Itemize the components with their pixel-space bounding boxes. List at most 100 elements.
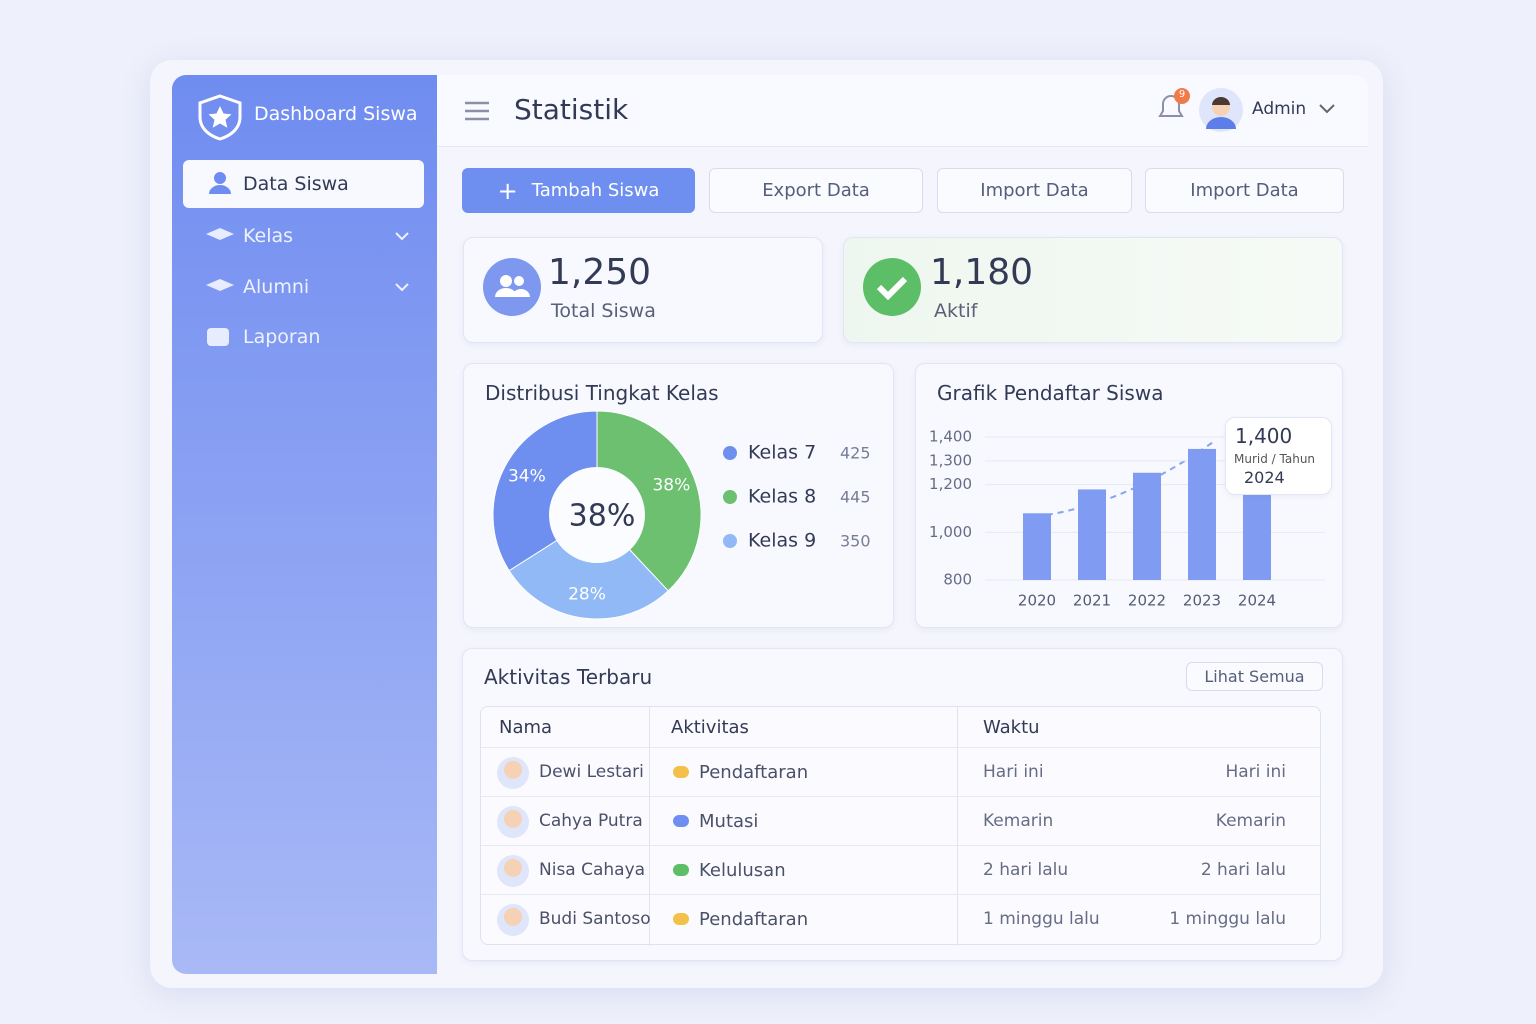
- avatar: [497, 904, 529, 936]
- legend-dot: [723, 534, 737, 548]
- y-tick-label: 1,000: [929, 523, 972, 541]
- y-tick-label: 1,400: [929, 428, 972, 446]
- bar: [1078, 489, 1106, 580]
- name: Dewi Lestari: [539, 762, 644, 782]
- trend-line: [1024, 439, 1217, 519]
- button-label: Tambah Siswa: [531, 180, 660, 201]
- activity-icon: [673, 913, 689, 925]
- avatar: [497, 806, 529, 838]
- stat-icon: [483, 258, 541, 316]
- add-button[interactable]: + Tambah Siswa: [462, 168, 695, 213]
- logo: [198, 94, 242, 141]
- x-tick-label: 2024: [1238, 592, 1276, 610]
- activity: Mutasi: [699, 810, 759, 832]
- stat-value: 1,180: [930, 252, 1034, 293]
- name: Cahya Putra: [539, 811, 643, 831]
- x-tick-label: 2022: [1128, 592, 1166, 610]
- column-header: Aktivitas: [671, 716, 749, 738]
- y-tick-label: 1,300: [929, 451, 972, 469]
- stat-icon: [863, 258, 921, 316]
- menu-icon[interactable]: [464, 100, 490, 122]
- slice-label: 28%: [568, 584, 606, 604]
- stat-label: Total Siswa: [551, 300, 656, 322]
- nav-item[interactable]: Alumni: [243, 276, 310, 298]
- name: Budi Santoso: [539, 909, 651, 929]
- see-all-button[interactable]: Lihat Semua: [1186, 662, 1323, 691]
- row-divider: [481, 796, 1320, 797]
- pie-center-label: 38%: [569, 499, 636, 534]
- y-tick-label: 800: [943, 571, 972, 589]
- activity: Pendaftaran: [699, 761, 809, 783]
- chart-title: Grafik Pendaftar Siswa: [937, 381, 1164, 405]
- row-divider: [481, 747, 1320, 748]
- nav-item[interactable]: Data Siswa: [183, 160, 424, 208]
- avatar[interactable]: [1198, 87, 1244, 133]
- time: 2 hari lalu: [1200, 860, 1286, 880]
- pie-slice: [508, 514, 669, 620]
- stat-card: [843, 237, 1343, 343]
- bar: [1133, 472, 1161, 580]
- tooltip-label: Murid / Tahun: [1234, 452, 1316, 466]
- legend-label: Kelas 9: [748, 530, 816, 552]
- import-button[interactable]: Import Data: [937, 168, 1132, 213]
- legend-count: 425: [840, 444, 871, 463]
- time: 1 minggu lalu: [1169, 909, 1286, 929]
- chart-title: Distribusi Tingkat Kelas: [485, 381, 719, 405]
- bell[interactable]: [1152, 86, 1192, 126]
- stat-value: 1,250: [548, 252, 652, 293]
- legend-count: 445: [840, 488, 871, 507]
- column-header: Nama: [499, 716, 553, 738]
- tooltip-value: 1,400: [1235, 424, 1293, 448]
- activity: Kelulusan: [699, 859, 786, 881]
- y-tick-label: 1,200: [929, 475, 972, 493]
- legend-label: Kelas 7: [748, 442, 816, 464]
- button-label: Import Data: [980, 180, 1089, 201]
- page-title: Statistik: [514, 93, 629, 126]
- activity-icon: [673, 766, 689, 778]
- button-label: Export Data: [762, 180, 870, 201]
- sidebar: [172, 75, 437, 974]
- pie-slice: [596, 410, 702, 592]
- time: Hari ini: [1225, 762, 1286, 782]
- activity: Pendaftaran: [699, 908, 809, 930]
- column-divider: [649, 707, 650, 946]
- x-tick-label: 2021: [1073, 592, 1111, 610]
- bar: [1188, 448, 1216, 580]
- user-name[interactable]: Admin: [1252, 99, 1307, 119]
- x-tick-label: 2023: [1183, 592, 1221, 610]
- row-divider: [481, 894, 1320, 895]
- activity-icon: [673, 815, 689, 827]
- section-title: Aktivitas Terbaru: [484, 665, 653, 689]
- slice-label: 38%: [652, 476, 690, 496]
- legend-dot: [723, 490, 737, 504]
- legend-dot: [723, 446, 737, 460]
- time: 2 hari lalu: [983, 860, 1069, 880]
- time: Kemarin: [1215, 811, 1286, 831]
- avatar: [497, 855, 529, 887]
- time: Hari ini: [983, 762, 1044, 782]
- time: Kemarin: [983, 811, 1054, 831]
- notification-count: 9: [1178, 89, 1186, 100]
- x-tick-label: 2020: [1018, 592, 1056, 610]
- nav-item[interactable]: Laporan: [243, 326, 321, 348]
- row-divider: [481, 845, 1320, 846]
- name: Nisa Cahaya: [539, 860, 646, 880]
- bar: [1023, 513, 1051, 580]
- avatar: [497, 757, 529, 789]
- import-button[interactable]: Import Data: [1145, 168, 1344, 213]
- nav-item[interactable]: Kelas: [243, 225, 294, 247]
- plus-icon: +: [497, 176, 518, 205]
- chevron[interactable]: [1318, 103, 1336, 115]
- nav-icons: [206, 172, 409, 346]
- tooltip: [1225, 417, 1332, 495]
- pie-hole: [549, 467, 645, 563]
- legend-label: Kelas 8: [748, 486, 816, 508]
- slice-label: 34%: [508, 466, 546, 486]
- time: 1 minggu lalu: [983, 909, 1100, 929]
- stat-label: Aktif: [934, 300, 978, 322]
- activity-icon: [673, 864, 689, 876]
- activity-table: Nama Aktivitas Waktu Dewi Lestari Pendaftara…: [480, 706, 1321, 946]
- export-button[interactable]: Export Data: [709, 168, 923, 213]
